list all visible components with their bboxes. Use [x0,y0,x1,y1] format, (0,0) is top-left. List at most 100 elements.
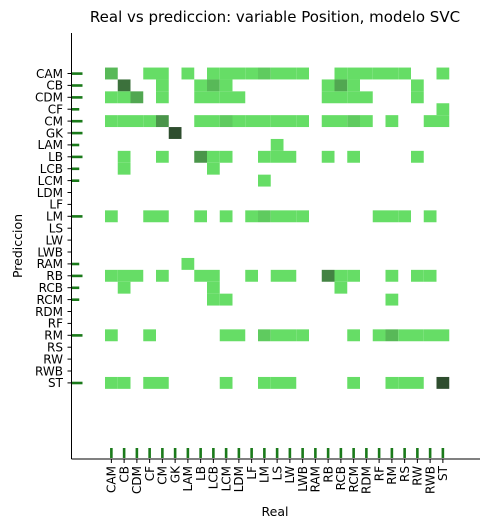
heatmap-cell [194,150,207,163]
heatmap-cell [156,79,169,92]
x-tick-label: RCB [334,466,348,490]
heatmap-cell [398,376,411,389]
heatmap-cell [347,376,360,389]
heatmap-cell [219,67,233,80]
heatmap-cell [385,269,399,282]
x-tick-label: LF [245,466,259,480]
heatmap-cell [219,210,233,223]
heatmap-cell [143,67,156,80]
heatmap-cell [270,376,284,389]
heatmap-cell [258,67,271,80]
heatmap-cell [436,115,450,128]
heatmap-cell [219,293,233,306]
x-tick-label: RDM [360,466,374,494]
heatmap-cell [258,210,271,223]
y-tick-label: CM [44,114,63,128]
heatmap-cell [334,67,348,80]
heatmap-cell [385,210,399,223]
heatmap-cell [423,115,437,128]
heatmap-cell [194,269,207,282]
y-tick-label: RF [48,317,63,331]
heatmap-cell [436,376,450,389]
heatmap-cell [105,376,118,389]
heatmap-cell [207,91,220,104]
heatmap-cell [105,329,118,342]
heatmap-cell [436,329,450,342]
marginal-x-bar [390,448,394,458]
heatmap-cell [321,115,335,128]
heatmap-cell [258,174,271,187]
heatmap-cell [207,79,220,92]
y-tick-label: ST [48,376,64,390]
x-tick-label: RS [398,466,412,482]
x-tick-label: LDM [232,466,246,492]
heatmap-cell [258,115,271,128]
heatmap-cell [347,329,360,342]
heatmap-cell [156,376,169,389]
heatmap-cell [105,269,118,282]
heatmap-cell [334,269,348,282]
x-tick-label: CAM [105,466,119,493]
x-tick-label: ST [436,465,450,481]
heatmap-cell [156,115,169,128]
marginal-x-bar [186,448,190,458]
heatmap-cell [219,79,233,92]
heatmap-cell [347,67,360,80]
marginal-x-bar [288,448,292,458]
heatmap-cell [258,150,271,163]
heatmap-cell [117,115,131,128]
x-tick-label: LCB [207,466,221,489]
marginal-x-bar [110,448,113,458]
heatmap-cell [143,329,156,342]
heatmap-cell [105,210,118,223]
heatmap-cell [130,269,144,282]
heatmap-cell [117,162,131,175]
heatmap-cell [334,91,348,104]
heatmap-cell [385,67,399,80]
heatmap-cell [117,150,131,163]
marginal-x-bar [237,448,241,458]
heatmap-cell [232,91,246,104]
heatmap-cell [270,115,284,128]
x-tick-label: RCM [347,466,361,492]
marginal-y-bar [72,179,80,182]
heatmap-cell [398,210,411,223]
heatmap-cell [283,269,297,282]
y-tick-label: LM [46,210,63,224]
x-tick-label: LAM [181,466,195,492]
y-tick-label: LB [48,150,63,164]
heatmap-cell [207,281,220,294]
heatmap-cell [105,91,118,104]
heatmap-cell [207,162,220,175]
y-tick-label: RW [43,352,63,366]
y-tick-label: LS [49,222,63,236]
heatmap-cell [296,115,309,128]
heatmap-cell [232,115,246,128]
heatmap-cell [270,329,284,342]
x-tick-label: LW [283,466,297,484]
heatmap-cell [372,329,386,342]
marginal-x-bar [275,448,279,458]
heatmap-cell [207,269,220,282]
marginal-y-bar [72,215,83,218]
heatmap-cell [398,329,411,342]
heatmap-cell [156,150,169,163]
heatmap-cell [411,79,424,92]
y-tick-label: RS [47,341,63,355]
heatmap-cell [232,67,246,80]
heatmap-cell [207,150,220,163]
heatmap-cell [117,79,131,92]
heatmap-cell [411,150,424,163]
heatmap-cell [117,91,131,104]
heatmap-cell [156,91,169,104]
marginal-y-bar [72,381,83,385]
y-tick-label: RDM [35,305,63,319]
y-tick-label: CDM [35,91,63,105]
heatmap-cell [423,269,437,282]
y-tick-label: RM [44,329,63,343]
heatmap-cell [436,67,450,80]
marginal-x-bar [441,448,445,458]
heatmap-cell [385,293,399,306]
heatmap-cell [181,67,195,80]
x-tick-label: RAM [309,466,323,492]
